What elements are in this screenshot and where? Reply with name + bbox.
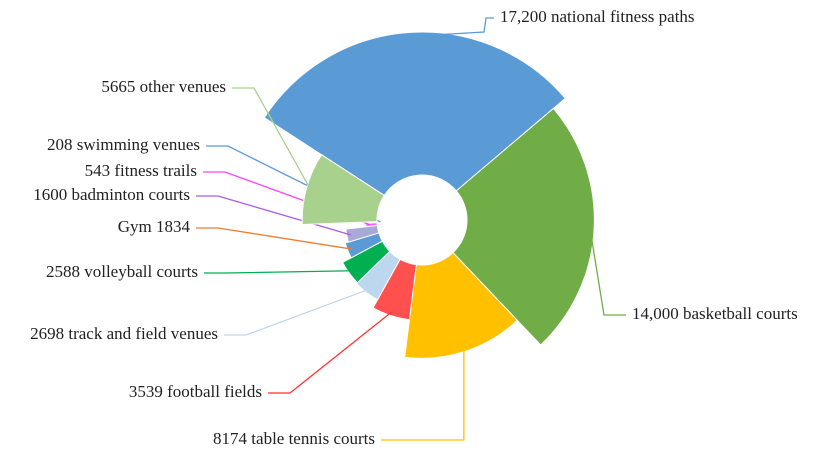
segment-label: 208 swimming venues bbox=[47, 135, 200, 154]
leader-line bbox=[410, 17, 494, 38]
segment-label: Gym 1834 bbox=[118, 217, 191, 236]
segment-label: 14,000 basketball courts bbox=[632, 304, 798, 323]
segment-label: 2698 track and field venues bbox=[30, 324, 218, 343]
segment-label: 543 fitness trails bbox=[85, 161, 197, 180]
leader-line bbox=[232, 87, 311, 190]
leader-line bbox=[268, 311, 393, 394]
segment-label: 5665 other venues bbox=[101, 77, 226, 96]
rose-segment bbox=[355, 250, 401, 301]
rose-segment bbox=[345, 224, 380, 243]
rose-segment bbox=[341, 240, 391, 284]
leader-line bbox=[204, 270, 353, 274]
rose-segment bbox=[372, 258, 417, 321]
segment-label: 2588 volleyball courts bbox=[46, 262, 198, 281]
leader-line bbox=[381, 347, 465, 441]
segment-label: 17,200 national fitness paths bbox=[500, 7, 695, 26]
rose-segment bbox=[301, 154, 385, 225]
leader-line bbox=[589, 228, 626, 316]
segment-label: 8174 table tennis courts bbox=[213, 429, 375, 448]
leader-line bbox=[196, 227, 352, 250]
leader-line bbox=[224, 288, 370, 336]
rose-segment bbox=[452, 107, 595, 346]
rose-segment bbox=[263, 31, 567, 197]
segment-label: 3539 football fields bbox=[129, 382, 262, 401]
rose-segment bbox=[404, 251, 518, 359]
segment-label: 1600 badminton courts bbox=[33, 185, 190, 204]
rose-segment bbox=[344, 232, 383, 259]
